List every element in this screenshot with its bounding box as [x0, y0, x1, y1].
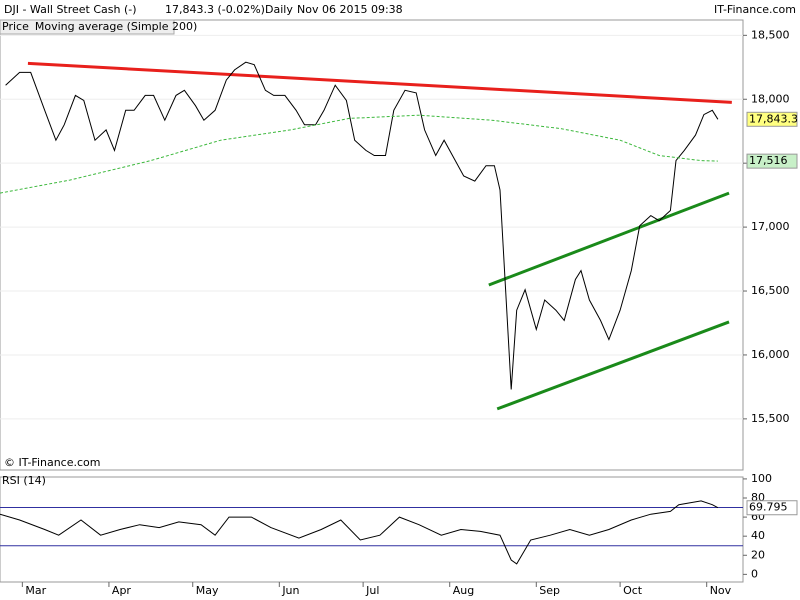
y-tick-label: 40 [751, 529, 765, 542]
y-tick-label: 15,500 [751, 412, 790, 425]
rsi-panel [0, 476, 744, 583]
last-value-label: 17,516 [749, 154, 788, 167]
y-tick-label: 0 [751, 567, 758, 580]
y-tick-label: 17,000 [751, 220, 790, 233]
symbol: DJI - Wall Street Cash (-) [4, 3, 137, 16]
last-value-label: 69.795 [749, 501, 788, 514]
copyright: © IT-Finance.com [4, 456, 101, 469]
legend-box [0, 19, 175, 35]
last-value-label: 17,843.3 [749, 112, 798, 125]
plot: 15,50016,00016,50017,00017,50018,00018,5… [0, 20, 798, 597]
trendline [27, 61, 732, 104]
trendline [496, 320, 730, 411]
legend-entry: Moving average (Simple 200) [35, 20, 197, 33]
trendline [488, 191, 730, 287]
series-line [0, 500, 719, 565]
x-tick-label: Oct [623, 584, 643, 597]
x-tick-label: May [196, 584, 219, 597]
timestamp: Nov 06 2015 09:38 [297, 3, 403, 16]
y-tick-label: 16,500 [751, 284, 790, 297]
last-value-box [746, 111, 798, 127]
y-tick-label: 20 [751, 548, 765, 561]
x-tick-label: Aug [453, 584, 474, 597]
legend-entry: Price [2, 20, 29, 33]
x-tick-label: Nov [710, 584, 732, 597]
y-tick-label: 16,000 [751, 348, 790, 361]
y-tick-label: 18,500 [751, 28, 790, 41]
brand: IT-Finance.com [714, 3, 796, 16]
series-line [0, 114, 718, 194]
x-tick-label: Apr [112, 584, 132, 597]
x-tick-label: Jun [281, 584, 299, 597]
y-tick-label: 18,000 [751, 92, 790, 105]
x-tick-label: Sep [539, 584, 560, 597]
y-tick-label: 100 [751, 472, 772, 485]
series-line [5, 61, 719, 390]
price-panel [0, 19, 744, 471]
quote: 17,843.3 (-0.02%) [165, 3, 265, 16]
x-tick-label: Jul [365, 584, 379, 597]
last-value-box [746, 153, 798, 169]
last-value-box [746, 500, 798, 516]
period: Daily [265, 3, 293, 16]
x-tick-label: Mar [25, 584, 46, 597]
legend-entry: RSI (14) [2, 474, 46, 487]
